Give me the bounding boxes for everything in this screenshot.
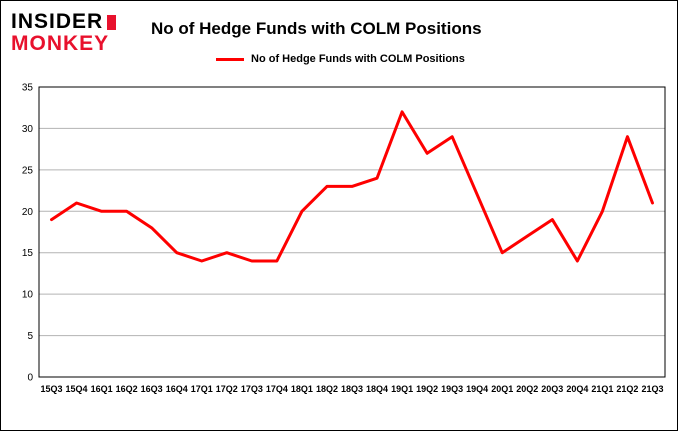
y-tick-label: 25 (22, 165, 34, 176)
x-tick-label: 17Q2 (216, 384, 238, 394)
series-line (50, 110, 654, 263)
legend: No of Hedge Funds with COLM Positions (216, 53, 482, 65)
x-tick-label: 18Q4 (366, 384, 388, 394)
x-tick-label: 16Q4 (166, 384, 188, 394)
x-tick-label: 19Q2 (416, 384, 438, 394)
legend-label: No of Hedge Funds with COLM Positions (251, 53, 465, 65)
y-tick-label: 35 (22, 83, 34, 94)
x-tick-label: 18Q1 (291, 384, 313, 394)
legend-line-icon (216, 57, 244, 61)
y-tick-label: 20 (22, 207, 34, 218)
x-tick-label: 19Q1 (391, 384, 413, 394)
x-tick-label: 16Q1 (91, 384, 113, 394)
x-tick-label: 21Q1 (591, 384, 613, 394)
chart-area: 0 5 10 15 20 25 30 35 15Q3 15Q4 16Q1 16Q2 16Q3 16Q4 17… (3, 81, 675, 430)
x-tick-label: 15Q4 (66, 384, 88, 394)
x-tick-label: 18Q2 (316, 384, 338, 394)
x-tick-label: 16Q2 (116, 384, 138, 394)
chart-title: No of Hedge Funds with COLM Positions (151, 19, 482, 38)
x-tick-label: 19Q4 (466, 384, 488, 394)
x-tick-label: 17Q4 (266, 384, 288, 394)
logo-text-monkey: MONKEY (11, 32, 110, 56)
logo-text-insider: INSIDER (11, 10, 104, 33)
chart-header: INSIDER MONKEY No of Hedge Funds with CO… (1, 1, 677, 81)
x-tick-label: 20Q4 (566, 384, 588, 394)
x-tick-label: 15Q3 (41, 384, 63, 394)
x-tick-label: 17Q3 (241, 384, 263, 394)
x-tick-label: 17Q1 (191, 384, 213, 394)
plot-border (38, 86, 666, 378)
x-tick-label: 21Q2 (616, 384, 638, 394)
x-tick-label: 21Q3 (641, 384, 663, 394)
y-tick-label: 10 (22, 290, 34, 301)
insider-monkey-logo: INSIDER MONKEY (11, 10, 151, 56)
x-tick-label: 20Q2 (516, 384, 538, 394)
x-tick-label: 20Q1 (491, 384, 513, 394)
title-block: No of Hedge Funds with COLM Positions No… (151, 11, 482, 65)
x-tick-label: 19Q3 (441, 384, 463, 394)
x-tick-label: 16Q3 (141, 384, 163, 394)
y-tick-label: 30 (22, 124, 34, 135)
logo-cursor-icon (107, 14, 117, 30)
y-tick-label: 0 (27, 373, 33, 384)
y-tick-label: 15 (22, 248, 34, 259)
logo-line-insider: INSIDER (11, 10, 151, 33)
x-tick-label: 18Q3 (341, 384, 363, 394)
y-tick-label: 5 (27, 331, 33, 342)
x-tick-label: 20Q3 (541, 384, 563, 394)
